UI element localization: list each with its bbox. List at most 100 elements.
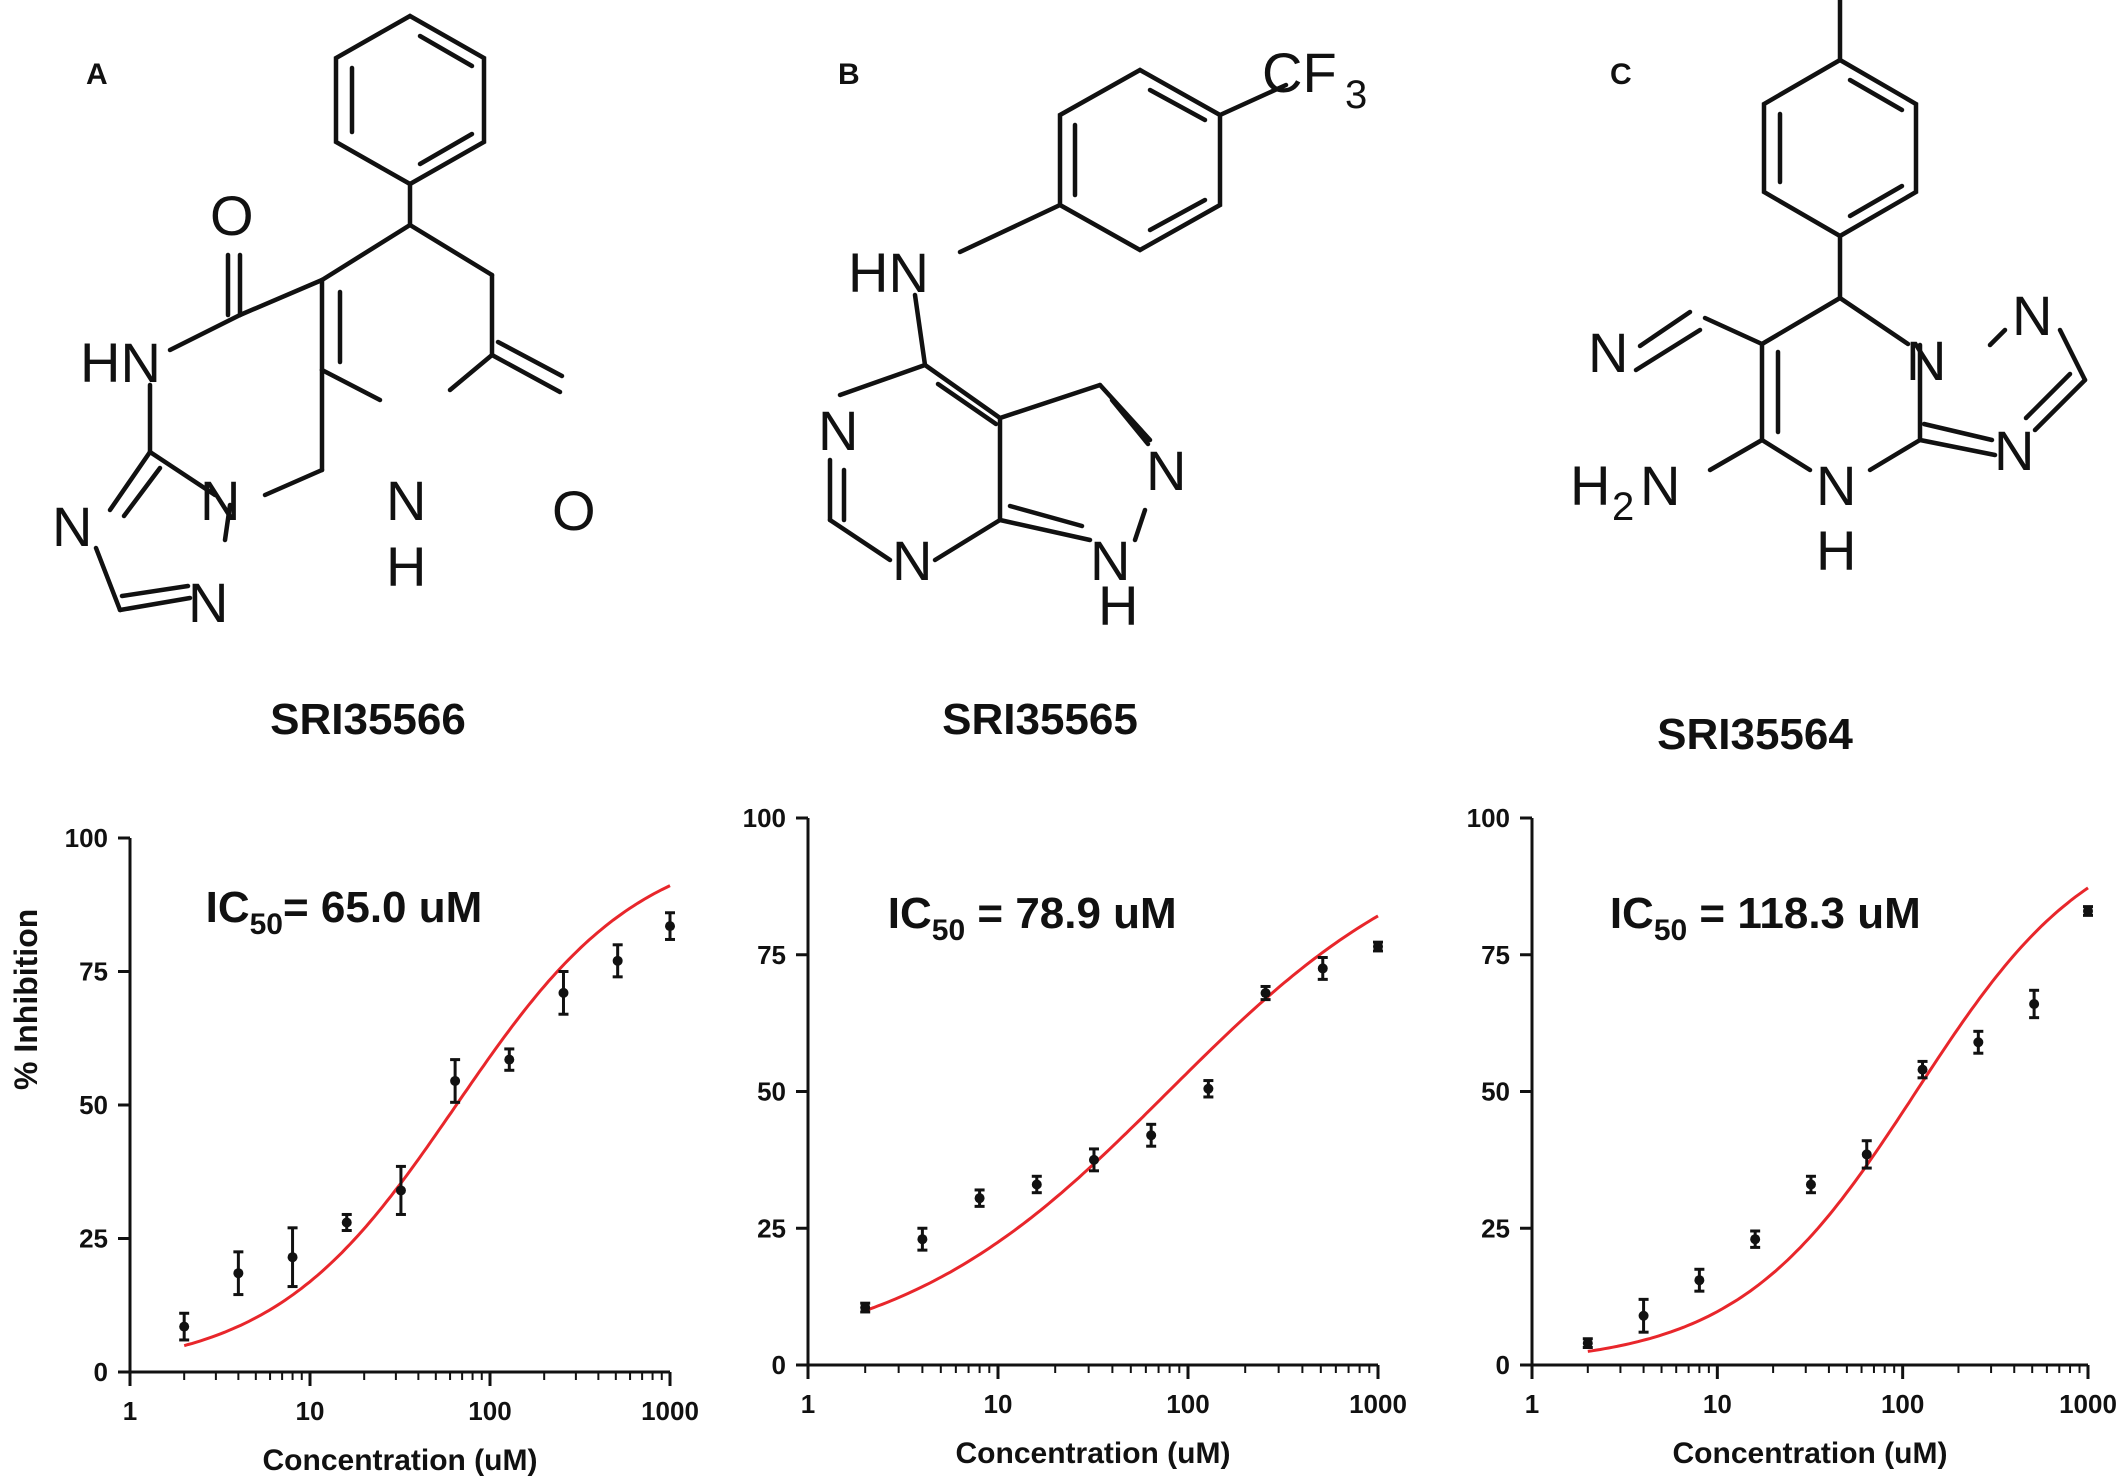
compound-name-c: SRI35564 xyxy=(1657,710,1853,759)
data-point xyxy=(450,1058,461,1104)
x-tick-label: 100 xyxy=(468,1396,511,1426)
fit-curve xyxy=(1587,886,2089,1353)
mol-b-n-1: N xyxy=(818,399,858,462)
data-point xyxy=(395,1164,406,1216)
x-tick-label: 100 xyxy=(1881,1389,1924,1419)
data-point xyxy=(1260,984,1271,1002)
mol-b-n-3: N xyxy=(1146,439,1186,502)
data-point xyxy=(1638,1297,1649,1334)
y-tick-label: 50 xyxy=(79,1090,108,1120)
molecule-b-structure: CF 3 HN N N N N H xyxy=(818,41,1367,637)
mol-a-n-triazole-1: N xyxy=(52,495,92,558)
mol-b-cf3: CF xyxy=(1262,41,1337,104)
data-point xyxy=(1861,1139,1872,1170)
mol-b-n-2: N xyxy=(892,529,932,592)
data-point xyxy=(612,943,623,979)
data-point xyxy=(1582,1337,1593,1349)
ic50-label: IC50 = 118.3 uM xyxy=(1610,889,1921,947)
mol-c-h2n-n: N xyxy=(1640,454,1680,517)
mol-a-n-triazole-2: N xyxy=(188,571,228,634)
x-tick-label: 10 xyxy=(984,1389,1013,1419)
data-point xyxy=(917,1226,928,1252)
mol-a-oxygen-1: O xyxy=(210,184,254,247)
mol-b-hn: HN xyxy=(848,241,929,304)
fit-curve xyxy=(864,914,1379,1313)
y-tick-label: 100 xyxy=(1467,803,1510,833)
x-tick-label: 10 xyxy=(296,1396,325,1426)
molecule-a-structure: O HN N N N N H O xyxy=(52,13,596,634)
x-axis-title: Concentration (uM) xyxy=(1673,1437,1948,1470)
y-tick-label: 0 xyxy=(772,1350,786,1380)
ic50-label: IC50 = 78.9 uM xyxy=(888,889,1177,947)
mol-c-h2n-subscript: 2 xyxy=(1612,485,1634,529)
mol-c-n-bridge: N xyxy=(1906,329,1946,392)
mol-c-nh-n: N xyxy=(1816,454,1856,517)
y-tick-label: 50 xyxy=(757,1077,786,1107)
data-point xyxy=(860,1301,871,1314)
data-point xyxy=(665,911,675,941)
mol-a-oxygen-2: O xyxy=(552,479,596,542)
data-point xyxy=(1750,1229,1761,1249)
ic50-label: IC50= 65.0 uM xyxy=(206,883,483,941)
data-point xyxy=(1317,955,1328,981)
mol-c-nitrile-n: N xyxy=(1588,321,1628,384)
data-point xyxy=(179,1311,190,1342)
mol-c-nh-h: H xyxy=(1816,519,1856,582)
data-point xyxy=(1031,1174,1042,1195)
chart-0: 0 25 50 75 100 1 10 100 1000 Concentration (uM) IC… xyxy=(65,823,699,1477)
data-point xyxy=(2029,988,2040,1020)
x-axis-title: Concentration (uM) xyxy=(956,1437,1231,1470)
chart-2: 0 25 50 75 100 1 10 100 1000 Concentration (uM) IC… xyxy=(1467,803,2117,1470)
x-tick-label: 100 xyxy=(1166,1389,1209,1419)
data-point xyxy=(1917,1059,1928,1080)
chart-1: 0 25 50 75 100 1 10 100 1000 Concentration (uM) IC… xyxy=(743,803,1407,1470)
x-axis-title: Concentration (uM) xyxy=(263,1444,538,1477)
y-tick-label: 100 xyxy=(743,803,786,833)
y-tick-label: 50 xyxy=(1481,1077,1510,1107)
y-tick-label: 25 xyxy=(757,1213,786,1243)
y-tick-label: 25 xyxy=(79,1224,108,1254)
y-tick-label: 75 xyxy=(757,940,786,970)
data-point xyxy=(287,1226,298,1289)
mol-a-n-bridge: N xyxy=(200,469,240,532)
data-point xyxy=(233,1250,244,1297)
molecule-c-structure: N N N N H 2 N N H xyxy=(1570,0,2088,582)
mol-c-n-triazole-2: N xyxy=(1994,419,2034,482)
mol-a-nh-h: H xyxy=(386,535,426,598)
mol-a-nh-n: N xyxy=(386,469,426,532)
mol-b-cf3-subscript: 3 xyxy=(1345,73,1367,117)
panel-letter-b: B xyxy=(838,58,860,91)
mol-a-hn: HN xyxy=(80,331,161,394)
data-point xyxy=(1973,1029,1984,1055)
mol-b-h: H xyxy=(1098,574,1138,637)
y-tick-label: 75 xyxy=(1481,940,1510,970)
panel-letter-a: A xyxy=(86,58,108,91)
y-tick-label: 0 xyxy=(1496,1350,1510,1380)
data-point xyxy=(504,1047,515,1072)
panel-letter-c: C xyxy=(1610,58,1632,91)
mol-b-n-4: N xyxy=(1090,529,1130,592)
data-point xyxy=(341,1212,352,1232)
data-point xyxy=(1805,1174,1816,1195)
mol-c-n-triazole-1: N xyxy=(2012,284,2052,347)
x-tick-label: 1000 xyxy=(1349,1389,1407,1419)
data-point xyxy=(974,1188,985,1208)
y-tick-label: 25 xyxy=(1481,1213,1510,1243)
x-tick-label: 1 xyxy=(1525,1389,1539,1419)
data-point xyxy=(1146,1122,1157,1148)
data-point xyxy=(558,970,569,1016)
x-tick-label: 1 xyxy=(801,1389,815,1419)
x-tick-label: 10 xyxy=(1703,1389,1732,1419)
data-point xyxy=(1088,1147,1099,1173)
y-tick-label: 100 xyxy=(65,823,108,853)
data-point xyxy=(1203,1079,1214,1099)
y-tick-label: 75 xyxy=(79,957,108,987)
y-tick-label: 0 xyxy=(94,1357,108,1387)
data-point xyxy=(1694,1267,1705,1293)
data-point xyxy=(1373,940,1383,953)
fit-curve xyxy=(183,884,671,1348)
mol-c-h2n-h: H xyxy=(1570,454,1610,517)
x-tick-label: 1 xyxy=(123,1396,137,1426)
x-tick-label: 1000 xyxy=(641,1396,699,1426)
